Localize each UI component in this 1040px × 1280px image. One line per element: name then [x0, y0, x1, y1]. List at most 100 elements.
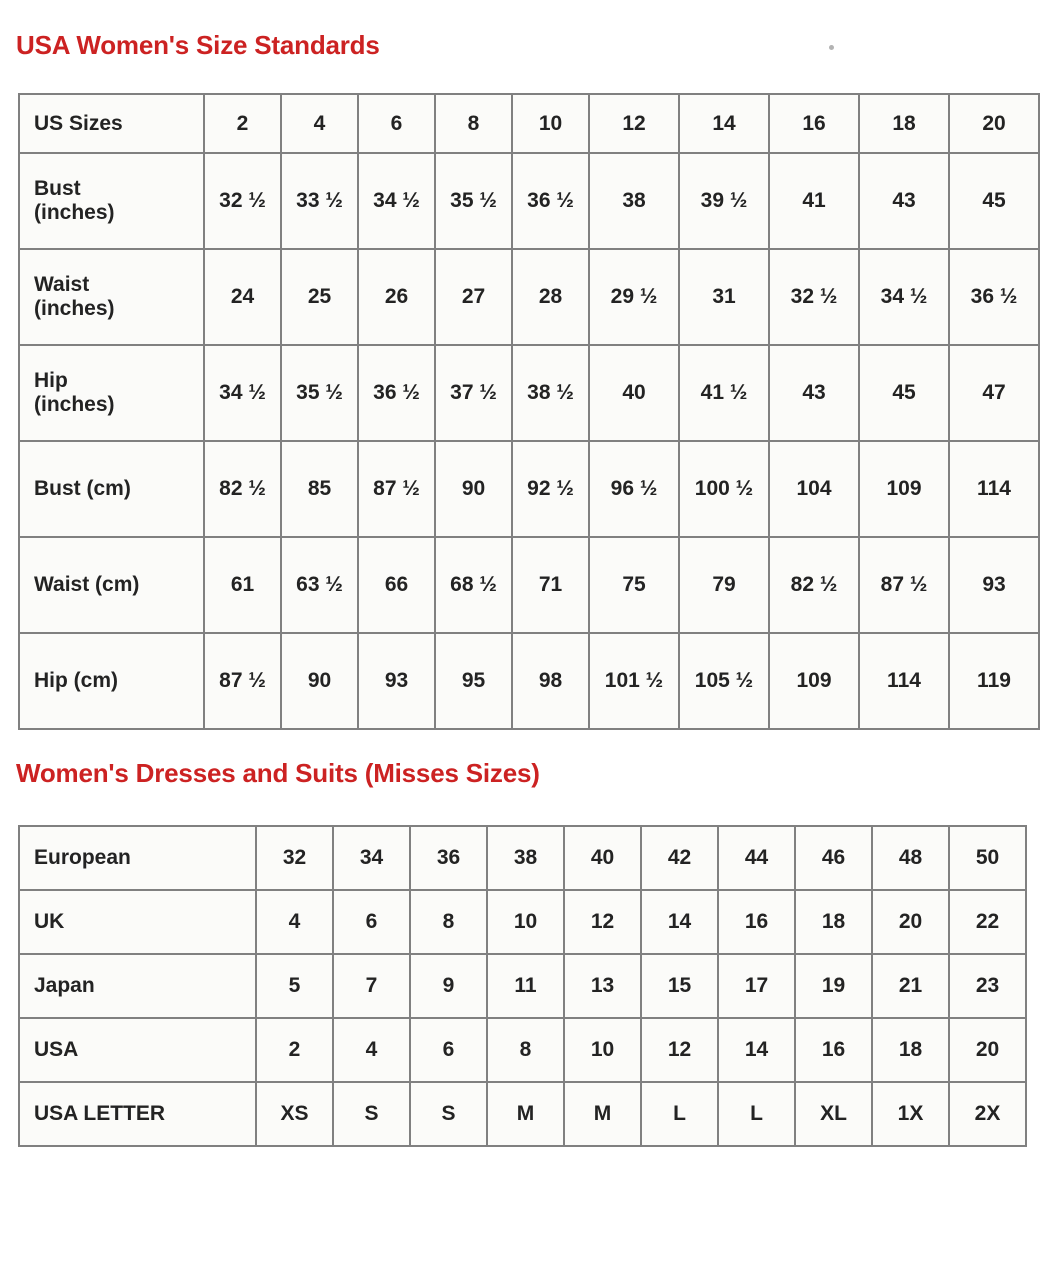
- measurement-cell: 90: [280, 632, 359, 730]
- size-cell: M: [486, 1081, 565, 1147]
- measurement-cell: 87 ½: [203, 632, 282, 730]
- measurement-cell: 38: [588, 152, 680, 250]
- row-header-label: Waist (cm): [18, 536, 205, 634]
- measurement-cell: 31: [678, 248, 770, 346]
- measurement-cell: 87 ½: [357, 440, 436, 538]
- size-cell: 40: [563, 825, 642, 891]
- us-size-header-cell: 14: [678, 93, 770, 154]
- row-header-label: Bust (cm): [18, 440, 205, 538]
- size-cell: 4: [332, 1017, 411, 1083]
- size-cell: 46: [794, 825, 873, 891]
- measurement-cell: 45: [858, 344, 950, 442]
- measurement-cell: 95: [434, 632, 513, 730]
- row-label-line-2: (inches): [34, 393, 115, 416]
- table-row: Bust (inches) 32 ½ 33 ½ 34 ½ 35 ½ 36 ½ 38 39 ½ 41…: [18, 152, 1040, 250]
- measurement-cell: 82 ½: [768, 536, 860, 634]
- measurement-cell: 61: [203, 536, 282, 634]
- measurement-cell: 45: [948, 152, 1040, 250]
- us-size-header-cell: 16: [768, 93, 860, 154]
- size-cell: 44: [717, 825, 796, 891]
- size-cell: 12: [640, 1017, 719, 1083]
- row-header-label: Bust (inches): [18, 152, 205, 250]
- measurement-cell: 47: [948, 344, 1040, 442]
- size-cell: 10: [563, 1017, 642, 1083]
- size-cell: 50: [948, 825, 1027, 891]
- table-row: Bust (cm) 82 ½ 85 87 ½ 90 92 ½ 96 ½ 100 ½ 104 109…: [18, 440, 1040, 538]
- measurement-cell: 35 ½: [434, 152, 513, 250]
- size-cell: L: [640, 1081, 719, 1147]
- row-header-label: Waist (inches): [18, 248, 205, 346]
- measurement-cell: 92 ½: [511, 440, 590, 538]
- measurement-cell: 93: [357, 632, 436, 730]
- measurement-cell: 79: [678, 536, 770, 634]
- table-row: Japan 5 7 9 11 13 15 17 19 21 23: [18, 953, 1027, 1019]
- size-cell: 8: [486, 1017, 565, 1083]
- size-cell: 22: [948, 889, 1027, 955]
- measurement-cell: 36 ½: [948, 248, 1040, 346]
- measurement-cell: 85: [280, 440, 359, 538]
- measurement-cell: 82 ½: [203, 440, 282, 538]
- measurement-cell: 101 ½: [588, 632, 680, 730]
- measurement-cell: 29 ½: [588, 248, 680, 346]
- row-label-line-2: (inches): [34, 201, 115, 224]
- size-cell: 34: [332, 825, 411, 891]
- size-cell: 16: [717, 889, 796, 955]
- row-header-label: Japan: [18, 953, 257, 1019]
- measurement-cell: 36 ½: [357, 344, 436, 442]
- measurement-cell: 39 ½: [678, 152, 770, 250]
- size-cell: 21: [871, 953, 950, 1019]
- size-cell: 17: [717, 953, 796, 1019]
- us-size-header-cell: 10: [511, 93, 590, 154]
- page-title-usa-women-size-standards: USA Women's Size Standards: [16, 30, 380, 60]
- measurement-cell: 105 ½: [678, 632, 770, 730]
- measurement-cell: 27: [434, 248, 513, 346]
- row-header-label: USA LETTER: [18, 1081, 257, 1147]
- measurement-cell: 114: [948, 440, 1040, 538]
- size-cell: 13: [563, 953, 642, 1019]
- measurement-cell: 26: [357, 248, 436, 346]
- size-cell: 19: [794, 953, 873, 1019]
- size-cell: 48: [871, 825, 950, 891]
- size-cell: 15: [640, 953, 719, 1019]
- us-size-header-cell: 8: [434, 93, 513, 154]
- row-label-line-2: (inches): [34, 297, 115, 320]
- measurement-cell: 32 ½: [203, 152, 282, 250]
- us-size-header-cell: 18: [858, 93, 950, 154]
- measurement-cell: 34 ½: [203, 344, 282, 442]
- measurement-cell: 109: [768, 632, 860, 730]
- measurement-cell: 25: [280, 248, 359, 346]
- us-size-header-cell: 2: [203, 93, 282, 154]
- measurement-cell: 40: [588, 344, 680, 442]
- measurement-cell: 34 ½: [357, 152, 436, 250]
- measurement-cell: 38 ½: [511, 344, 590, 442]
- table-row: Waist (cm) 61 63 ½ 66 68 ½ 71 75 79 82 ½ 87 ½ 93: [18, 536, 1040, 634]
- measurement-cell: 43: [858, 152, 950, 250]
- measurement-cell: 43: [768, 344, 860, 442]
- us-size-header-cell: 4: [280, 93, 359, 154]
- measurement-cell: 104: [768, 440, 860, 538]
- us-size-header-cell: 20: [948, 93, 1040, 154]
- measurement-cell: 98: [511, 632, 590, 730]
- measurement-cell: 119: [948, 632, 1040, 730]
- measurement-cell: 41: [768, 152, 860, 250]
- size-cell: 5: [255, 953, 334, 1019]
- measurement-cell: 34 ½: [858, 248, 950, 346]
- row-header-label: Hip (cm): [18, 632, 205, 730]
- table-row: Waist (inches) 24 25 26 27 28 29 ½ 31 32 ½ 34 ½ 36 …: [18, 248, 1040, 346]
- measurement-cell: 75: [588, 536, 680, 634]
- table-row: Hip (inches) 34 ½ 35 ½ 36 ½ 37 ½ 38 ½ 40 41 ½ 43 4…: [18, 344, 1040, 442]
- table-row: European 32 34 36 38 40 42 44 46 48 50: [18, 825, 1027, 891]
- size-cell: S: [409, 1081, 488, 1147]
- size-cell: 16: [794, 1017, 873, 1083]
- size-cell: 32: [255, 825, 334, 891]
- size-cell: 6: [332, 889, 411, 955]
- size-cell: 18: [871, 1017, 950, 1083]
- row-label-line-1: Waist: [34, 273, 90, 297]
- measurement-cell: 63 ½: [280, 536, 359, 634]
- row-header-us-sizes: US Sizes: [18, 93, 205, 154]
- table-row: USA 2 4 6 8 10 12 14 16 18 20: [18, 1017, 1027, 1083]
- measurement-cell: 35 ½: [280, 344, 359, 442]
- measurement-cell: 100 ½: [678, 440, 770, 538]
- measurement-cell: 68 ½: [434, 536, 513, 634]
